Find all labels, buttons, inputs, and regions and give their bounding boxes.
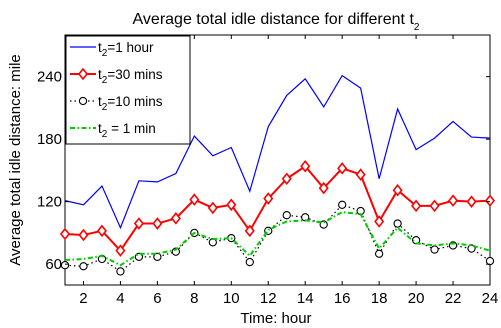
series-2-point	[78, 228, 89, 242]
series-2	[59, 159, 496, 257]
series-2-point	[300, 159, 311, 173]
series-3-point	[393, 219, 402, 228]
series-2-point	[226, 198, 237, 212]
legend-label: t2=10 mins	[98, 94, 163, 113]
series-2-point	[448, 194, 459, 207]
series-2-point	[411, 199, 422, 213]
x-tick-label: 20	[408, 290, 425, 307]
y-axis-ticks: 60 120 180 240	[37, 69, 490, 273]
series-3-point	[79, 262, 88, 271]
series-2-point	[337, 162, 348, 175]
legend-entry-3: t2=10 mins	[70, 94, 163, 113]
series-4-line	[64, 211, 491, 267]
x-tick-label: 16	[334, 290, 351, 307]
legend-marker	[77, 67, 89, 81]
series-3-point	[485, 256, 495, 266]
series-layer	[59, 74, 496, 276]
series-1-line	[64, 74, 491, 230]
y-axis-label: Average total idle distance: mile	[7, 54, 24, 266]
legend-box	[65, 35, 191, 145]
y-tick-label: 240	[37, 69, 62, 86]
legend-label: t2=30 mins	[98, 67, 163, 86]
x-tick-label: 6	[153, 290, 161, 307]
series-2-point	[115, 244, 126, 257]
x-tick-label: 12	[260, 290, 277, 307]
x-tick-label: 4	[116, 290, 124, 307]
series-3-point	[374, 249, 384, 258]
series-2-point	[263, 192, 274, 205]
legend-label: t2=1 hour	[98, 40, 154, 59]
series-2-point	[59, 227, 71, 241]
series-2-point	[96, 224, 107, 238]
series-3-point	[338, 200, 347, 209]
y-tick-label: 180	[37, 131, 62, 148]
series-2-point	[355, 168, 366, 181]
series-2-point	[374, 215, 385, 228]
x-tick-label: 22	[445, 290, 462, 307]
x-tick-label: 2	[79, 290, 87, 307]
series-4	[64, 211, 491, 267]
series-2-point	[189, 193, 200, 206]
series-1	[64, 74, 491, 230]
series-3-point	[116, 267, 125, 276]
x-tick-label: 14	[297, 290, 314, 307]
legend-entry-4: t2 = 1 min	[70, 121, 156, 140]
series-3-point	[245, 257, 254, 267]
series-2-point	[429, 199, 440, 213]
x-axis-label: Time: hour	[240, 310, 311, 327]
series-2-point	[152, 217, 163, 230]
legend-marker	[78, 96, 88, 106]
series-3-point	[282, 211, 291, 220]
series-2-point	[133, 217, 144, 230]
series-2-point	[318, 181, 329, 195]
series-2-point	[281, 172, 292, 186]
chart-title: Average total idle distance for differen…	[133, 11, 420, 33]
legend-entry-1: t2=1 hour	[70, 40, 154, 59]
legend: t2=1 hour t2=30 mins t2=10 mins t2 = 1 min	[65, 35, 191, 145]
legend-label: t2 = 1 min	[98, 121, 156, 140]
series-3-point	[60, 261, 70, 270]
series-3-point	[430, 245, 439, 254]
x-tick-label: 8	[190, 290, 198, 307]
x-tick-label: 10	[223, 290, 240, 307]
x-tick-label: 24	[482, 290, 499, 307]
legend-entry-2: t2=30 mins	[70, 67, 163, 86]
series-2-point	[170, 212, 181, 225]
y-tick-label: 60	[45, 256, 62, 273]
y-tick-label: 120	[37, 194, 62, 211]
series-3-point	[153, 252, 162, 262]
x-tick-label: 18	[371, 290, 388, 307]
series-2-point	[484, 194, 496, 207]
series-2-point	[466, 195, 477, 208]
series-3-point	[319, 220, 328, 229]
x-axis-ticks: 2 4 6 8 10 12 14 16 18 20 22 24	[79, 35, 498, 307]
series-2-point	[392, 183, 403, 197]
series-2-point	[207, 201, 218, 215]
series-2-point	[244, 224, 255, 238]
